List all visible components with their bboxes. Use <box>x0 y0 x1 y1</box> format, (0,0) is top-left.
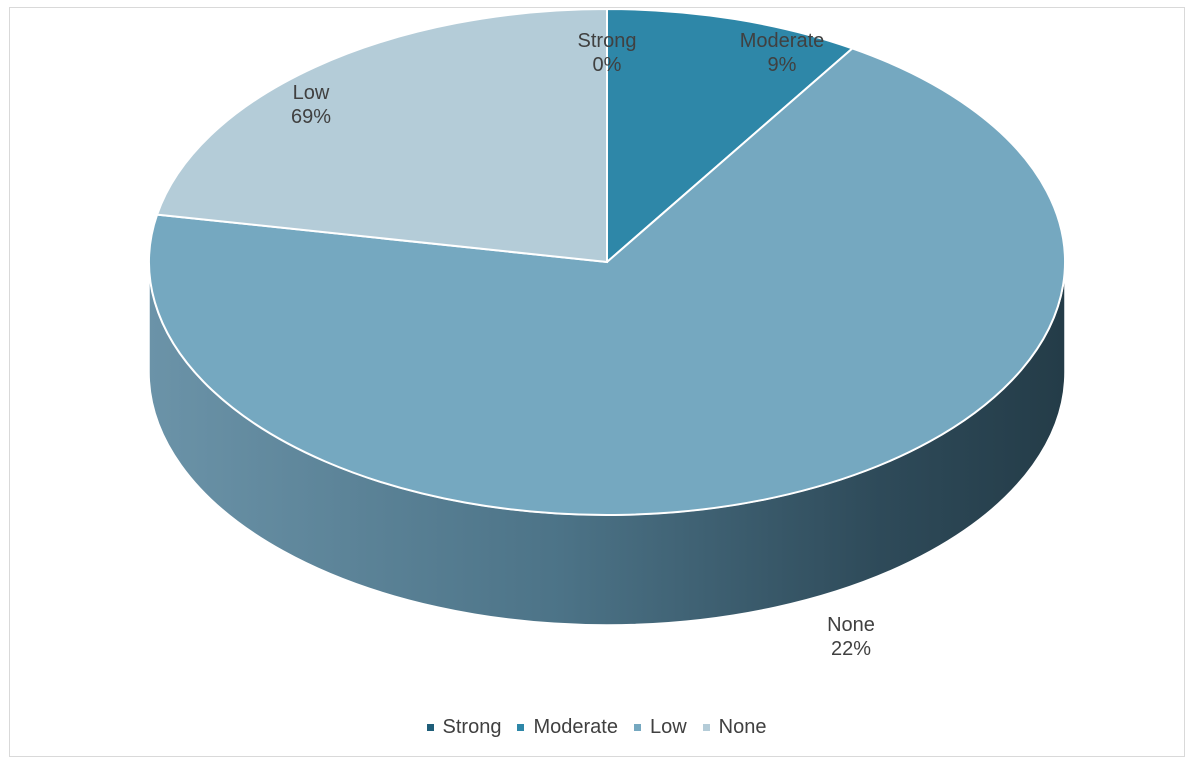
legend-label: Low <box>649 715 687 738</box>
data-label-low: Low 69% <box>291 82 331 128</box>
legend: Strong Moderate Low None <box>0 712 1193 742</box>
data-label-category: Strong <box>578 30 637 52</box>
legend-item-none: None <box>702 715 767 739</box>
data-label-moderate: Moderate 9% <box>740 30 825 76</box>
slice-none <box>155 7 608 264</box>
legend-swatch <box>517 723 525 731</box>
data-label-category: Moderate <box>740 30 825 52</box>
data-labels: Strong 0% Moderate 9% Low 69% None 22% <box>291 30 875 660</box>
legend-item-moderate: Moderate <box>517 716 618 739</box>
data-label-strong: Strong 0% <box>578 30 637 76</box>
data-label-percent: 9% <box>768 54 797 76</box>
legend-swatch <box>426 723 434 731</box>
legend-label: Strong <box>442 715 502 738</box>
legend-item-strong: Strong <box>426 715 502 739</box>
legend-swatch <box>633 723 641 731</box>
data-label-none: None 22% <box>827 614 875 660</box>
data-label-percent: 22% <box>831 638 871 660</box>
data-label-category: Low <box>293 82 330 104</box>
legend-swatch <box>702 723 710 731</box>
legend-item-low: Low <box>633 715 687 739</box>
legend-label: None <box>718 715 767 738</box>
slice-moderate <box>606 7 855 265</box>
data-label-percent: 69% <box>291 106 331 128</box>
legend-label: Moderate <box>533 715 618 738</box>
pie-top <box>148 7 1066 516</box>
slice-low <box>148 47 1066 516</box>
data-label-category: None <box>827 614 875 636</box>
data-label-percent: 0% <box>593 54 622 76</box>
